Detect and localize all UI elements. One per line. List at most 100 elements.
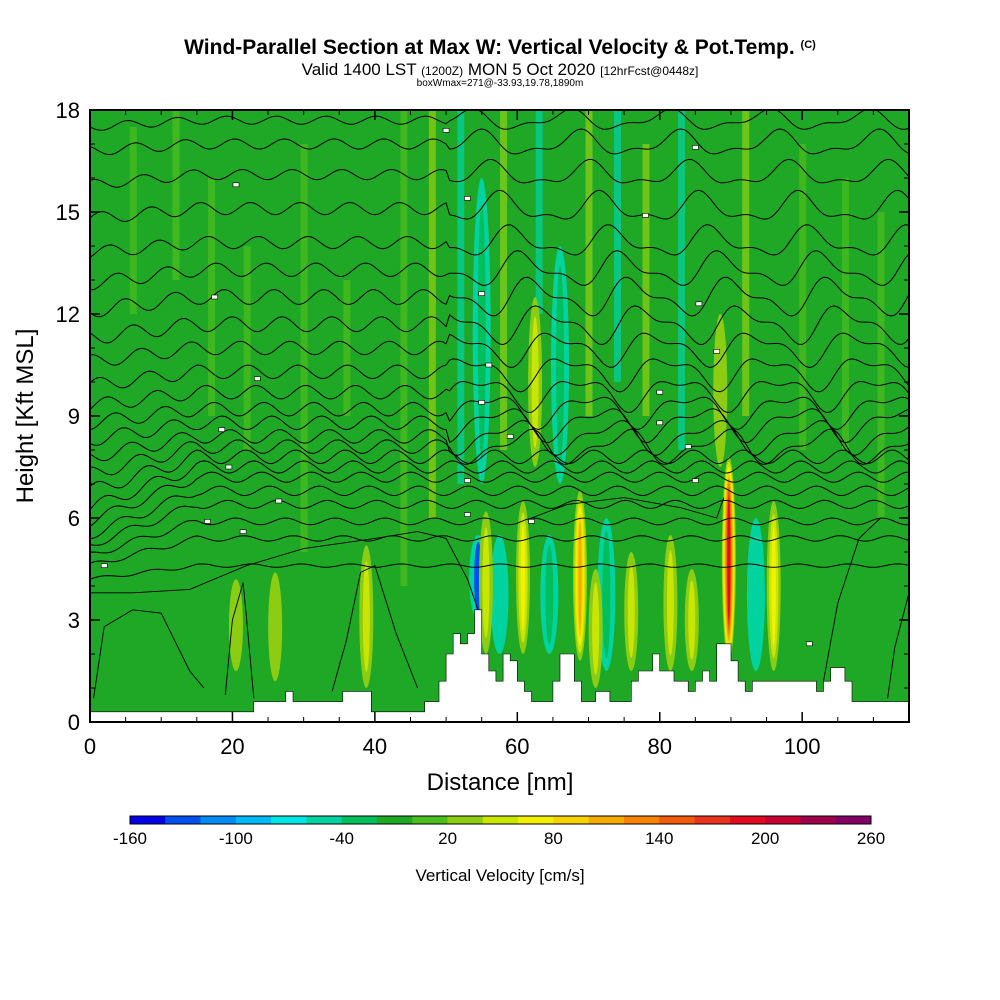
y-tick-label: 18 <box>56 98 80 123</box>
field-streak <box>500 110 508 450</box>
y-tick-label: 15 <box>56 200 80 225</box>
downdraft-core <box>556 265 565 465</box>
updraft-core <box>271 584 279 669</box>
x-tick-label: 40 <box>363 734 387 759</box>
updraft-core <box>666 550 674 656</box>
terrain-profile <box>90 609 909 722</box>
colorbar-swatch <box>306 816 343 824</box>
field-streak <box>457 110 465 484</box>
field-streak <box>243 246 251 450</box>
contour-label-marker <box>225 464 233 470</box>
field-streak <box>799 144 807 450</box>
colorbar-tick-label: 80 <box>544 829 563 848</box>
contour-label-marker <box>478 400 485 405</box>
contour-label-marker <box>528 519 535 524</box>
contour-label-marker <box>464 478 471 483</box>
colorbar-swatch <box>271 816 307 824</box>
colorbar-swatch <box>729 816 766 824</box>
colorbar-swatch <box>200 816 237 824</box>
updraft-core <box>362 561 370 672</box>
updraft-core <box>727 497 731 620</box>
x-tick-label: 0 <box>84 734 96 759</box>
contour-label-marker <box>211 294 218 300</box>
y-tick-label: 0 <box>68 710 80 735</box>
x-tick-label: 20 <box>220 734 244 759</box>
theta-contour <box>90 428 909 476</box>
theta-contour <box>90 305 909 346</box>
contour-label-marker <box>695 301 703 307</box>
potential-temperature-contours <box>90 110 909 699</box>
field-streak <box>129 127 137 314</box>
axes: 0 20 40 60 80 100 0 3 6 9 12 15 18 <box>56 98 910 759</box>
contour-label-marker <box>275 498 283 504</box>
colorbar-tick-label: 260 <box>857 829 885 848</box>
theta-contour <box>90 449 909 489</box>
contour-label-marker <box>506 434 514 439</box>
chart-subtitle: Valid 1400 LST (1200Z) MON 5 Oct 2020 [1… <box>0 60 1000 80</box>
boundary-layer-contour <box>90 531 479 610</box>
colorbar: -160 -100 -40 20 80 140 200 260 <box>113 815 885 848</box>
theta-contour <box>90 224 909 258</box>
colorbar-swatch <box>765 816 801 824</box>
field-streak <box>642 144 650 416</box>
x-tick-label: 60 <box>505 734 529 759</box>
colorbar-swatch <box>165 816 201 824</box>
colorbar-tick-label: 20 <box>438 829 457 848</box>
colorbar-swatch <box>624 816 660 824</box>
field-streak <box>535 110 543 314</box>
contour-label-marker <box>656 389 664 395</box>
boundary-layer-contour <box>224 582 255 699</box>
subtitle-valid: Valid 1400 LST <box>301 60 417 79</box>
contour-label-marker <box>100 563 108 568</box>
contour-label-marker <box>232 182 240 188</box>
theta-contour <box>90 485 909 540</box>
downdraft-core <box>477 203 486 459</box>
colorbar-frame <box>129 815 872 825</box>
field-streak <box>300 144 308 552</box>
contour-label-marker <box>805 641 813 647</box>
subtitle-date: MON 5 Oct 2020 <box>467 60 596 79</box>
updraft-core <box>531 316 539 448</box>
contour-label-marker <box>442 128 450 133</box>
colorbar-swatch <box>412 816 448 824</box>
x-tick-label: 100 <box>784 734 821 759</box>
updraft-core <box>592 582 600 675</box>
theta-contour <box>90 189 909 223</box>
contour-label-marker <box>642 213 649 218</box>
terrain-mask <box>90 609 909 722</box>
subtitle-utc: (1200Z) <box>421 64 464 78</box>
colorbar-swatch <box>659 816 695 824</box>
colorbar-tick-label: -40 <box>329 829 354 848</box>
colorbar-swatch <box>800 816 837 824</box>
colorbar-tick-label: 140 <box>645 829 673 848</box>
downdraft-core <box>545 544 554 645</box>
field-streak <box>585 110 593 416</box>
colorbar-swatch <box>518 816 554 824</box>
theta-contour <box>90 358 909 393</box>
colorbar-swatch <box>447 816 484 824</box>
updraft-core <box>578 521 582 631</box>
x-axis-label: Distance [nm] <box>427 769 574 796</box>
boundary-layer-contour <box>887 592 909 699</box>
theta-contour <box>90 408 909 446</box>
theta-contour <box>90 517 909 554</box>
colorbar-swatch <box>588 816 625 824</box>
contour-label-marker <box>204 519 211 524</box>
y-tick-label: 3 <box>68 608 80 633</box>
box-wmax-annotation: boxWmax=271@-33.93,19.78,1890m <box>416 78 584 89</box>
field-streak <box>678 110 686 450</box>
updraft-core <box>482 527 490 638</box>
y-axis-label: Height [Kft MSL] <box>12 329 39 504</box>
contour-label-marker <box>254 376 261 381</box>
theta-contour <box>90 250 909 291</box>
colorbar-swatch <box>482 816 519 824</box>
subtitle-forecast: [12hrFcst@0448z] <box>600 64 699 78</box>
updraft-core <box>771 526 777 646</box>
contour-label-marker <box>485 362 493 368</box>
boundary-layer-contour <box>93 609 205 699</box>
chart-title: Wind-Parallel Section at Max W: Vertical… <box>0 36 1000 60</box>
field-streak <box>400 110 408 586</box>
theta-contour <box>90 276 909 318</box>
boundary-layer-contour <box>823 517 881 682</box>
